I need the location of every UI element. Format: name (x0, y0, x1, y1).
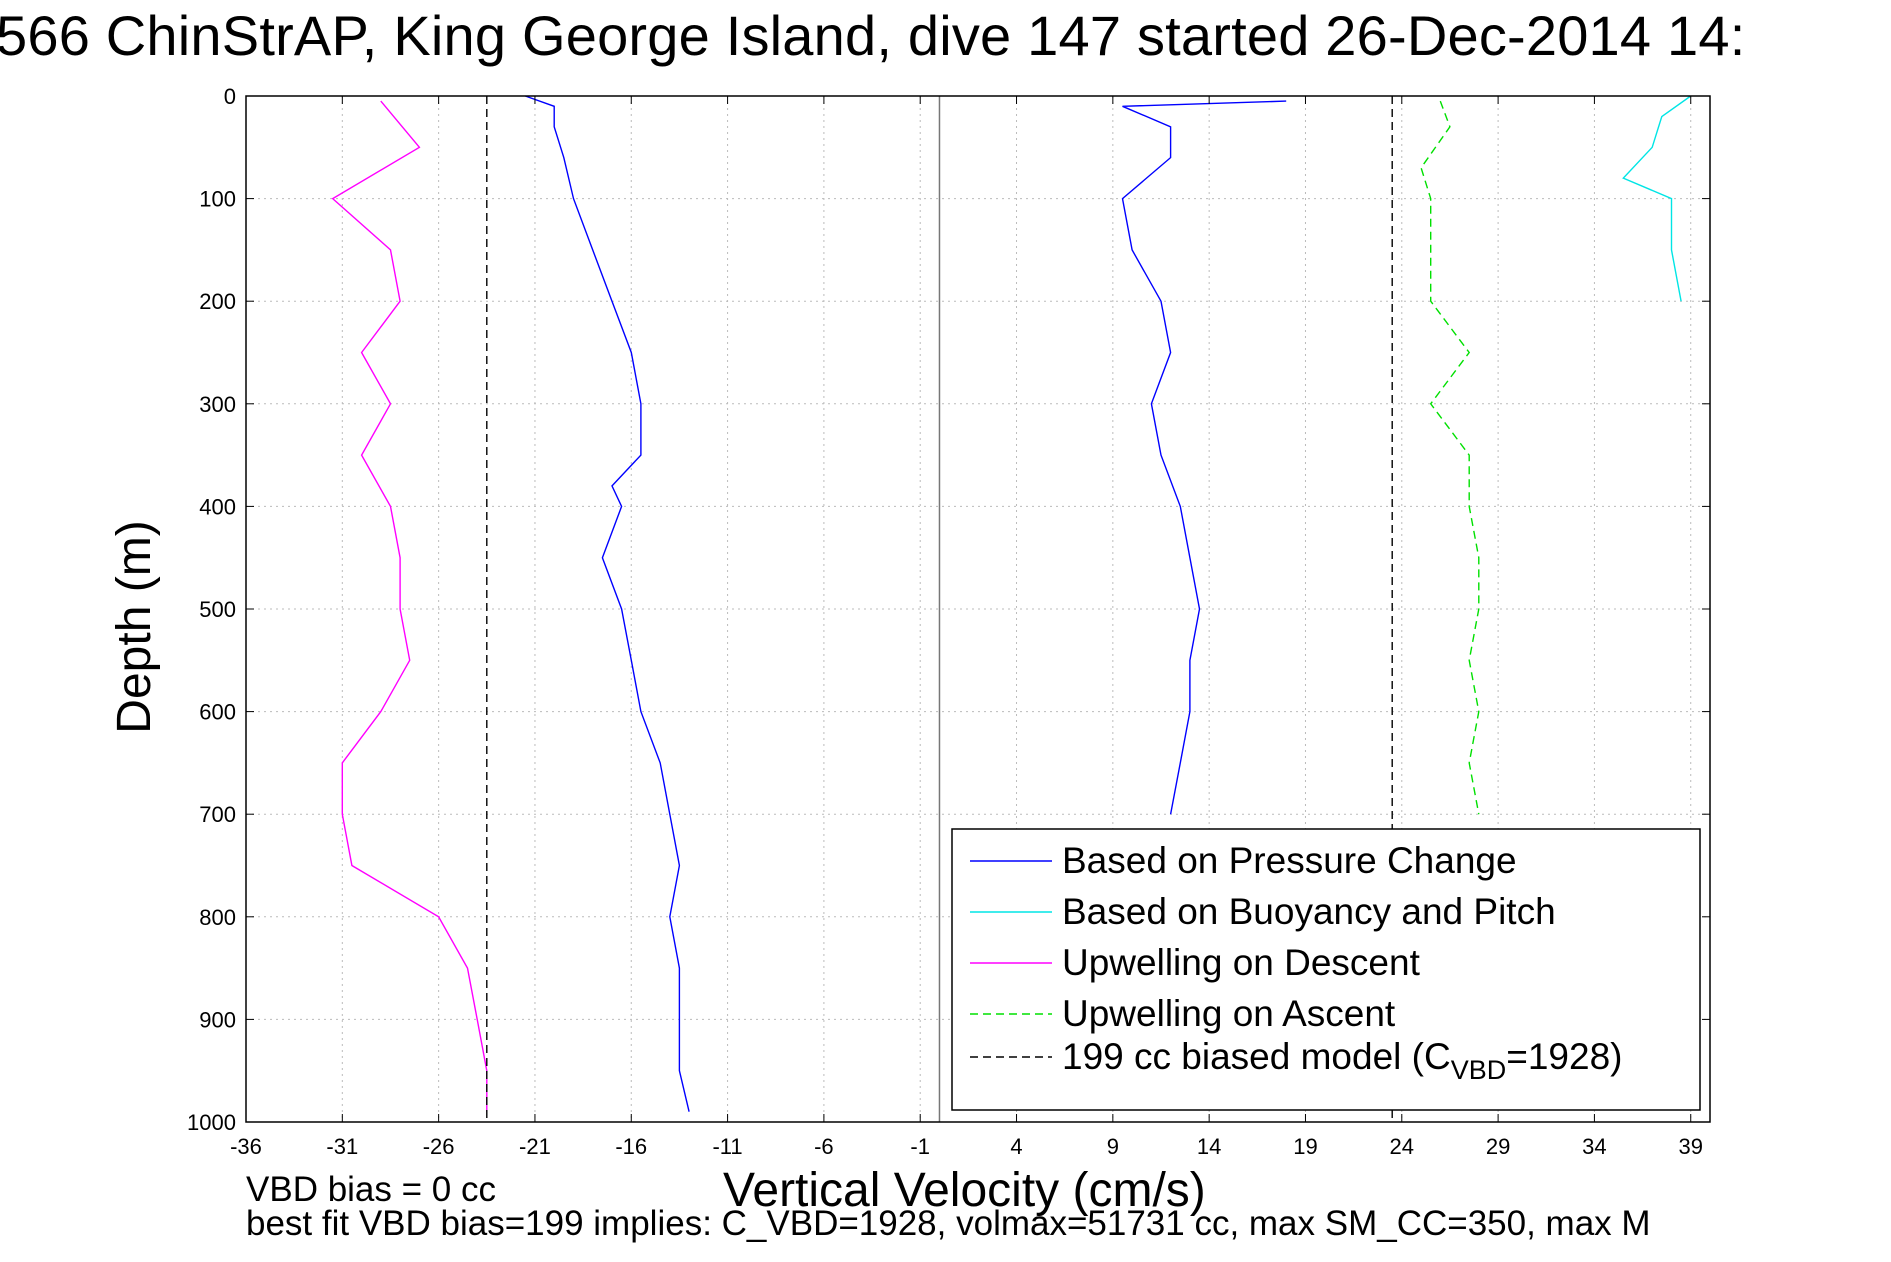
x-tick-label: 29 (1486, 1134, 1510, 1159)
x-tick-label: -31 (326, 1134, 358, 1159)
y-axis-label: Depth (m) (108, 520, 161, 734)
y-tick-label: 600 (199, 700, 236, 725)
x-tick-label: 24 (1390, 1134, 1414, 1159)
x-tick-label: 34 (1582, 1134, 1606, 1159)
x-tick-label: -16 (615, 1134, 647, 1159)
x-tick-label: 9 (1107, 1134, 1119, 1159)
footer-bestfit-text: best fit VBD bias=199 implies: C_VBD=192… (246, 1204, 1651, 1243)
axis-ticks: -36 -31 -26 -21 -16 -11 -6 -1 4 9 14 19 24 29 34 39 0 100… (187, 84, 1710, 1159)
x-tick-label: -1 (910, 1134, 930, 1159)
y-tick-label: 0 (224, 84, 236, 109)
y-tick-label: 1000 (187, 1110, 236, 1135)
x-tick-label: -6 (814, 1134, 834, 1159)
legend-box (951, 828, 1701, 1111)
y-tick-label: 500 (199, 597, 236, 622)
x-tick-label: -26 (423, 1134, 455, 1159)
legend: Based on Pressure Change Based on Buoyanc… (951, 828, 1701, 1111)
series-line-1 (1622, 95, 1692, 302)
y-tick-label: 700 (199, 802, 236, 827)
chart-title: 566 ChinStrAP, King George Island, dive … (0, 4, 1746, 67)
series-line-2 (331, 100, 488, 1112)
y-tick-label: 800 (199, 905, 236, 930)
series-line-3 (1420, 100, 1480, 815)
y-tick-label: 100 (199, 187, 236, 212)
series-line-0 (525, 95, 690, 1112)
series-line-0 (1121, 100, 1287, 815)
legend-label: Based on Pressure Change (1062, 840, 1517, 881)
x-tick-label: 4 (1010, 1134, 1022, 1159)
legend-label: Based on Buoyancy and Pitch (1062, 891, 1556, 932)
x-tick-label: 39 (1678, 1134, 1702, 1159)
x-tick-label: -11 (712, 1134, 742, 1159)
series-layer (331, 95, 1692, 1122)
legend-label: Upwelling on Descent (1062, 942, 1421, 983)
y-tick-label: 400 (199, 494, 236, 519)
x-tick-label: 14 (1197, 1134, 1221, 1159)
footer-bias-text: VBD bias = 0 cc (246, 1170, 496, 1209)
y-tick-label: 200 (199, 289, 236, 314)
x-tick-label: 19 (1293, 1134, 1317, 1159)
y-tick-label: 300 (199, 392, 236, 417)
x-axis-label: Vertical Velocity (cm/s) (723, 1164, 1206, 1217)
legend-label: Upwelling on Ascent (1062, 993, 1396, 1034)
legend-label: 199 cc biased model (CVBD=1928) (1062, 1036, 1622, 1085)
y-tick-label: 900 (199, 1007, 236, 1032)
x-tick-label: -21 (519, 1134, 551, 1159)
x-tick-label: -36 (230, 1134, 262, 1159)
